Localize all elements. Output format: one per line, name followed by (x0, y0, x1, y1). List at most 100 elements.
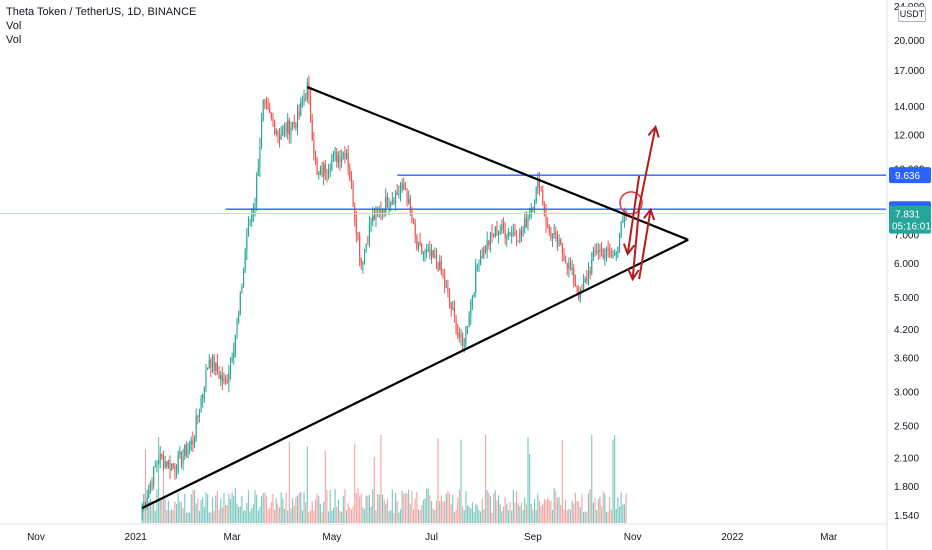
candle-body (617, 246, 619, 254)
volume-bar (171, 509, 173, 523)
volume-bar (442, 501, 444, 523)
candle-body (494, 226, 496, 236)
chart-legend: Theta Token / TetherUS, 1D, BINANCE Vol … (6, 5, 196, 47)
volume-bar (463, 510, 465, 523)
volume-bar (198, 510, 201, 523)
volume-bar (395, 492, 397, 523)
time-tick-label: Sep (524, 532, 542, 543)
volume-bar (341, 512, 343, 523)
candle-body (529, 215, 531, 217)
candle-body (450, 302, 452, 310)
volume-bar (406, 493, 408, 523)
volume-bar (414, 498, 416, 523)
candle-body (406, 189, 408, 203)
price-tick-label: 2.100 (894, 454, 919, 465)
candle-body (484, 246, 487, 252)
volume-bar (308, 512, 310, 523)
volume-bar (430, 501, 433, 523)
volume-bar (607, 511, 609, 523)
volume-bar (617, 497, 619, 523)
volume-bar (238, 506, 240, 523)
candle-body (352, 183, 354, 207)
candle-body (280, 134, 282, 140)
candle-body (278, 134, 281, 140)
time-scale[interactable]: Nov 2021 Mar May Jul Sep Nov 2022 Mar (27, 532, 838, 543)
candle-body (583, 282, 585, 290)
candle-body (321, 167, 323, 177)
candle-body (323, 164, 325, 177)
volume-bar (380, 435, 382, 523)
volume-bar (144, 449, 147, 523)
volume-bar (478, 510, 480, 523)
volume-indicator-label-2[interactable]: Vol (6, 34, 22, 46)
volume-bar (547, 498, 549, 523)
candle-body (172, 463, 174, 466)
volume-bar (321, 512, 323, 523)
price-tick-label: 2.500 (894, 421, 919, 432)
candle-body (480, 256, 482, 265)
candle-body (476, 265, 478, 268)
candle-body (623, 212, 626, 221)
volume-indicator-label[interactable]: Vol (6, 20, 22, 32)
volume-bar (488, 492, 490, 523)
candle-body (437, 262, 439, 271)
volume-bar (444, 501, 446, 523)
candle-body (507, 231, 509, 237)
candle-body (277, 131, 279, 135)
volume-bar (605, 511, 608, 523)
trendline-lower (141, 238, 689, 510)
candle-body (249, 220, 251, 222)
candle-body (180, 451, 183, 464)
volume-bar (393, 512, 395, 523)
volume-bar (264, 492, 266, 523)
candle-body (576, 286, 578, 292)
candle-body (520, 230, 523, 236)
volume-bar (445, 493, 447, 523)
candle-body (512, 232, 514, 234)
candle-body (262, 100, 264, 121)
currency-label[interactable]: USDT (898, 6, 926, 22)
volume-bar (329, 490, 331, 523)
candle-body (509, 231, 511, 237)
candle-body (159, 453, 161, 462)
candle-body (458, 332, 460, 337)
volume-bar (310, 509, 312, 523)
volume-bar (403, 493, 405, 523)
volume-bar (404, 493, 406, 523)
candle-body (205, 369, 207, 389)
candle-body (259, 146, 261, 168)
volume-bar (587, 493, 590, 523)
volume-bar (597, 499, 599, 523)
volume-bar (481, 498, 483, 523)
candle-body (399, 190, 402, 195)
volume-bar (609, 496, 611, 523)
volume-bar (592, 502, 594, 523)
volume-bar (377, 494, 379, 523)
candle-body (573, 267, 575, 284)
candle-body (565, 260, 567, 264)
volume-bar (507, 510, 509, 523)
candle-body (466, 326, 469, 328)
volume-bar (220, 498, 222, 523)
level-badge-text: 9.636 (895, 171, 920, 182)
candle-body (579, 289, 581, 299)
volume-bar (623, 504, 626, 523)
candle-body (226, 382, 228, 384)
candle-body (566, 263, 568, 269)
volume-bar (466, 505, 469, 523)
volume-bar (527, 437, 529, 523)
volume-bar (612, 439, 614, 523)
candle-body (396, 192, 398, 195)
volume-bar (620, 492, 622, 523)
candle-body (411, 211, 413, 223)
volume-bar (143, 506, 145, 523)
volume-bar (515, 490, 518, 523)
candle-body (241, 286, 243, 293)
symbol-title[interactable]: Theta Token / TetherUS, 1D, BINANCE (6, 6, 197, 18)
volume-bar (368, 494, 371, 523)
volume-bar (192, 489, 194, 523)
candle-body (244, 250, 246, 269)
candle-body (385, 196, 387, 212)
candle-body (368, 224, 371, 244)
